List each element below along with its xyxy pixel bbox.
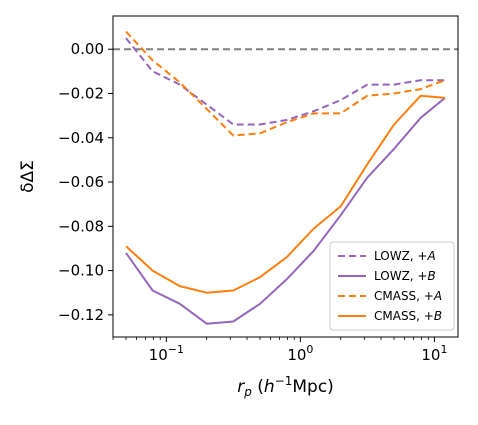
x-label-h: h: [264, 377, 275, 397]
plot-layer: [113, 30, 458, 325]
series-line-3: [125, 30, 446, 137]
legend-label-3: CMASS, +A: [374, 289, 442, 303]
series-line-1: [125, 37, 445, 126]
y-tick-label: −0.10: [58, 262, 104, 280]
legend-box: [329, 241, 455, 331]
x-tick-label: 100: [287, 343, 313, 364]
x-label-sub: p: [243, 385, 252, 399]
legend: LOWZ, +A LOWZ, +B CMASS, +A CMASS, +B: [329, 241, 455, 331]
y-tick-label: −0.04: [58, 129, 104, 147]
x-tick-label: 101: [421, 343, 447, 364]
axes-frame: [112, 15, 459, 338]
y-tick-label: 0.00: [71, 40, 104, 58]
x-tick-label: 10−1: [149, 343, 184, 364]
legend-label-2: LOWZ, +B: [374, 269, 436, 283]
x-label-unit: Mpc): [292, 377, 333, 397]
x-label-sup: −1: [275, 374, 293, 388]
y-tick-label: −0.08: [58, 217, 104, 235]
series-line-4: [125, 94, 446, 294]
y-axis-label: δΔΣ: [18, 160, 38, 193]
legend-label-4: CMASS, +B: [374, 309, 442, 323]
legend-label-1: LOWZ, +A: [374, 249, 436, 263]
y-tick-label: −0.06: [58, 173, 104, 191]
x-label-open: (: [252, 377, 264, 397]
y-tick-label: −0.02: [58, 84, 104, 102]
x-label-var: r: [237, 377, 245, 397]
series-line-2: [125, 97, 446, 325]
x-axis-label: rp (h−1Mpc): [237, 374, 334, 399]
ticks-layer: 0.00 −0.02 −0.04 −0.06 −0.08 −0.10 −0.12 10−1 10…: [58, 40, 447, 364]
y-tick-label: −0.12: [58, 306, 104, 324]
